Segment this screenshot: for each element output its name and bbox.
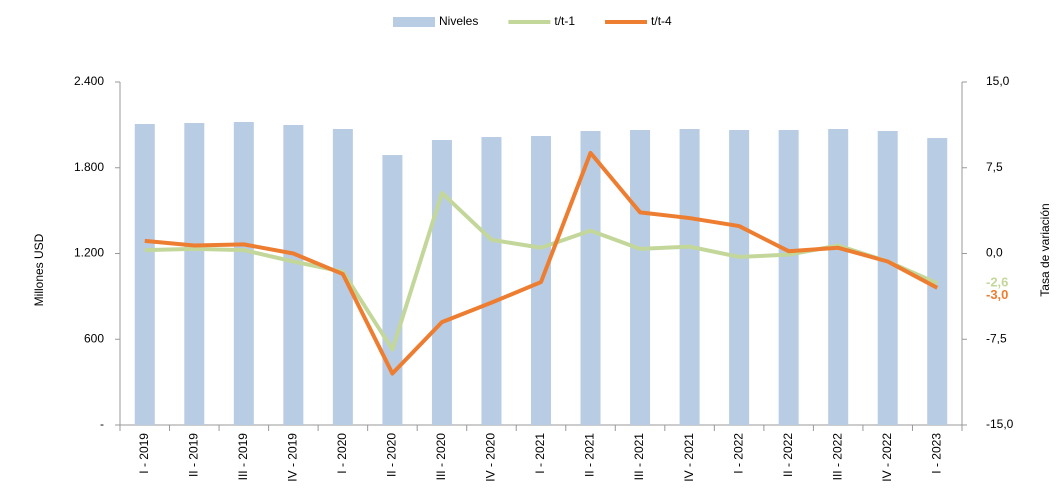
y-tick-label: 1.200 <box>74 246 104 260</box>
x-tick-label: I - 2019 <box>137 433 151 474</box>
bar <box>283 125 304 425</box>
y-axis-label: Millones USD <box>32 233 46 306</box>
bar <box>580 131 601 425</box>
x-tick-label: III - 2020 <box>434 433 448 481</box>
line <box>144 150 939 376</box>
x-tick-label: IV - 2022 <box>880 433 894 482</box>
data-label: -2,6 <box>986 275 1008 290</box>
bar <box>828 129 849 425</box>
x-tick-label: II - 2019 <box>186 433 200 477</box>
legend-label: Niveles <box>439 14 478 28</box>
x-tick-label: I - 2023 <box>929 433 943 474</box>
bar <box>431 140 452 425</box>
x-tick-label: III - 2022 <box>830 433 844 481</box>
y2-tick-label: 0,0 <box>986 246 1003 260</box>
bar <box>481 137 502 425</box>
legend-swatch <box>393 17 435 27</box>
data-label: -3,0 <box>986 287 1008 302</box>
bar <box>382 155 403 426</box>
y-tick-label: 2.400 <box>74 74 104 88</box>
x-tick-label: I - 2022 <box>731 433 745 474</box>
x-tick-label: IV - 2021 <box>682 433 696 482</box>
x-tick-label: II - 2022 <box>781 433 795 477</box>
y2-axis-label: Tasa de variación <box>1038 203 1052 296</box>
x-tick-label: III - 2019 <box>236 433 250 481</box>
bar <box>679 129 700 425</box>
bar <box>877 131 898 425</box>
x-tick-label: IV - 2019 <box>286 433 300 482</box>
bar <box>729 130 750 425</box>
y-tick-label: 600 <box>84 331 104 345</box>
bar <box>233 122 254 426</box>
x-tick-label: I - 2020 <box>335 433 349 474</box>
y-tick-label: 1.800 <box>74 160 104 174</box>
bar <box>134 124 155 425</box>
x-tick-label: III - 2021 <box>632 433 646 481</box>
x-tick-label: IV - 2020 <box>484 433 498 482</box>
x-tick-label: II - 2020 <box>385 433 399 477</box>
bar <box>630 130 651 425</box>
y2-tick-label: 15,0 <box>986 74 1010 88</box>
bar <box>778 130 799 425</box>
y2-tick-label: 7,5 <box>986 160 1003 174</box>
y-tick-label: - <box>100 417 104 431</box>
legend-label: t/t-4 <box>651 14 672 28</box>
x-tick-label: I - 2021 <box>533 433 547 474</box>
bar <box>184 123 205 425</box>
legend-label: t/t-1 <box>554 14 575 28</box>
y2-tick-label: -7,5 <box>986 331 1007 345</box>
x-tick-label: II - 2021 <box>583 433 597 477</box>
y2-tick-label: -15,0 <box>986 417 1014 431</box>
